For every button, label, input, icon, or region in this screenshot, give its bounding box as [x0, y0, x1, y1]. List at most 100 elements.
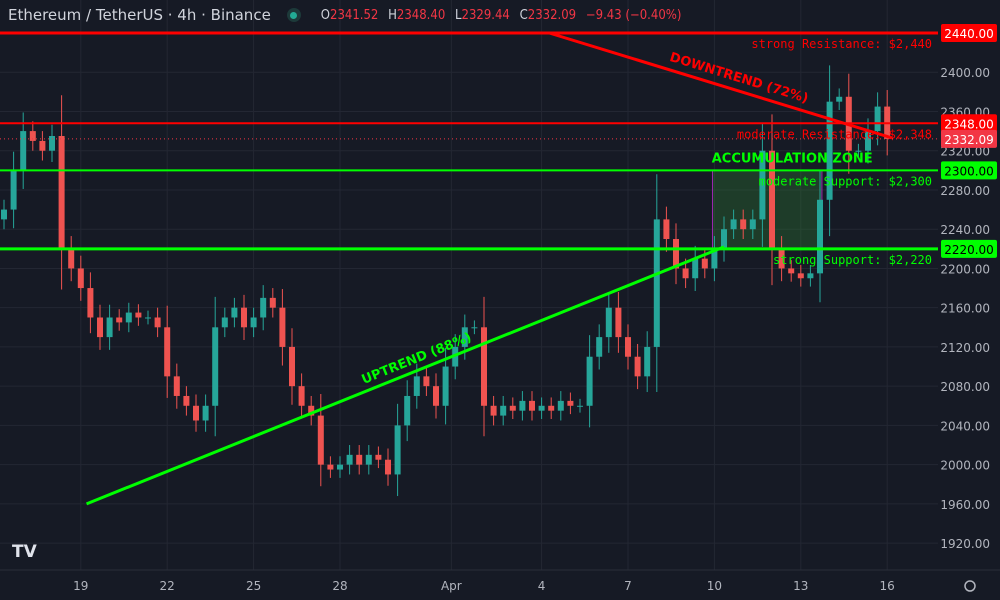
candle-body — [327, 464, 334, 470]
level-label: strong Resistance: $2,440 — [751, 37, 932, 51]
candle-body — [10, 170, 17, 210]
candle-body — [125, 312, 132, 323]
symbol-title[interactable]: Ethereum / TetherUS · 4h · Binance — [8, 6, 271, 24]
candle-body — [490, 405, 497, 416]
settings-icon[interactable] — [964, 580, 976, 592]
candle-body — [106, 317, 113, 338]
candle-body — [692, 258, 699, 279]
trendline-resistance — [548, 31, 893, 140]
candle-body — [442, 366, 449, 406]
open-label: O — [320, 7, 331, 23]
candle-body — [749, 219, 756, 230]
chart-header: Ethereum / TetherUS · 4h · Binance O2341… — [8, 6, 681, 24]
candle-body — [394, 425, 401, 475]
candle-body — [202, 405, 209, 421]
open-value: 2341.52 — [330, 7, 379, 23]
high-value: 2348.40 — [396, 7, 446, 23]
candle-body — [260, 297, 267, 318]
change-value: −9.43 (−0.40%) — [585, 7, 682, 23]
candle-body — [529, 400, 535, 411]
candle-body — [855, 150, 862, 152]
candle-body — [644, 346, 651, 377]
level-2348-badge — [941, 114, 997, 133]
level-2348-badge-text: 2348.00 — [944, 117, 994, 131]
x-tick-label: 16 — [880, 579, 895, 593]
y-tick-label: 2040.00 — [940, 419, 990, 433]
x-tick-label: 22 — [160, 579, 175, 593]
market-status-icon — [286, 8, 301, 22]
high-label: H — [388, 7, 397, 23]
candle-body — [29, 131, 36, 141]
close-value: 2332.09 — [527, 7, 577, 23]
level-2300-badge — [941, 161, 997, 180]
zone-label: ACCUMULATION ZONE — [712, 151, 873, 166]
candle-body — [87, 288, 94, 318]
candle-body — [250, 317, 257, 328]
close-label: C — [519, 7, 528, 23]
candle-body — [778, 248, 785, 269]
accumulation-zone — [711, 169, 823, 250]
y-tick-label: 2000.00 — [940, 459, 990, 473]
candle-body — [385, 459, 391, 475]
candle-body — [145, 317, 151, 319]
candle-body — [279, 307, 286, 347]
candle-body — [154, 317, 161, 328]
low-label: L — [454, 7, 462, 23]
level-label: moderate Resistance: $2,348 — [737, 127, 932, 141]
candle-body — [663, 219, 670, 240]
level-2220-badge-text: 2220.00 — [944, 243, 994, 257]
candle-body — [557, 400, 564, 411]
candle-body — [183, 395, 190, 406]
candle-body — [77, 268, 84, 289]
candle-body — [471, 327, 478, 329]
candle-body — [874, 106, 881, 132]
low-value: 2329.44 — [461, 7, 510, 23]
y-tick-label: 2200.00 — [940, 262, 990, 276]
x-tick-label: 13 — [793, 579, 808, 593]
candle-body — [701, 258, 708, 269]
candle-body — [164, 327, 171, 377]
candle-body — [548, 405, 555, 411]
candle-body — [1, 209, 7, 220]
candle-body — [289, 346, 295, 387]
level-label: strong Support: $2,220 — [773, 253, 932, 267]
candle-body — [653, 219, 660, 347]
candle-body — [673, 239, 679, 269]
candle-body — [519, 400, 526, 411]
candle-body — [817, 199, 823, 274]
level-2300-badge-text: 2300.00 — [944, 164, 994, 178]
candle-body — [404, 395, 411, 426]
candle-body — [826, 101, 833, 200]
y-tick-label: 2400.00 — [940, 66, 990, 80]
candle-body — [346, 454, 353, 465]
price-axis[interactable] — [938, 0, 1000, 600]
x-tick-label: 28 — [332, 579, 347, 593]
y-tick-label: 2280.00 — [940, 184, 990, 198]
y-tick-label: 2160.00 — [940, 302, 990, 316]
candle-body — [269, 297, 276, 308]
x-tick-label: 10 — [707, 579, 722, 593]
x-tick-label: 25 — [246, 579, 261, 593]
candle-body — [807, 273, 814, 279]
candle-body — [605, 307, 612, 338]
candle-body — [567, 400, 574, 406]
y-tick-label: 1960.00 — [940, 498, 990, 512]
current-price-badge-text: 2332.09 — [944, 133, 994, 147]
level-label: moderate Support: $2,300 — [759, 174, 932, 188]
candle-body — [797, 273, 804, 279]
candle-body — [308, 405, 315, 416]
candle-body — [721, 229, 727, 249]
candle-body — [865, 131, 871, 151]
candle-body — [682, 268, 689, 279]
x-tick-label: 7 — [624, 579, 632, 593]
x-tick-label: 19 — [73, 579, 88, 593]
y-tick-label: 2120.00 — [940, 341, 990, 355]
candle-body — [634, 356, 641, 377]
ohlc-readout: O2341.52 H2348.40 L2329.44 C2332.09 −9.4… — [315, 8, 682, 23]
candle-body — [365, 454, 372, 465]
candle-body — [759, 150, 766, 220]
x-tick-label: Apr — [441, 579, 462, 593]
candle-body — [135, 312, 142, 318]
tradingview-logo-icon: TV — [12, 542, 38, 562]
